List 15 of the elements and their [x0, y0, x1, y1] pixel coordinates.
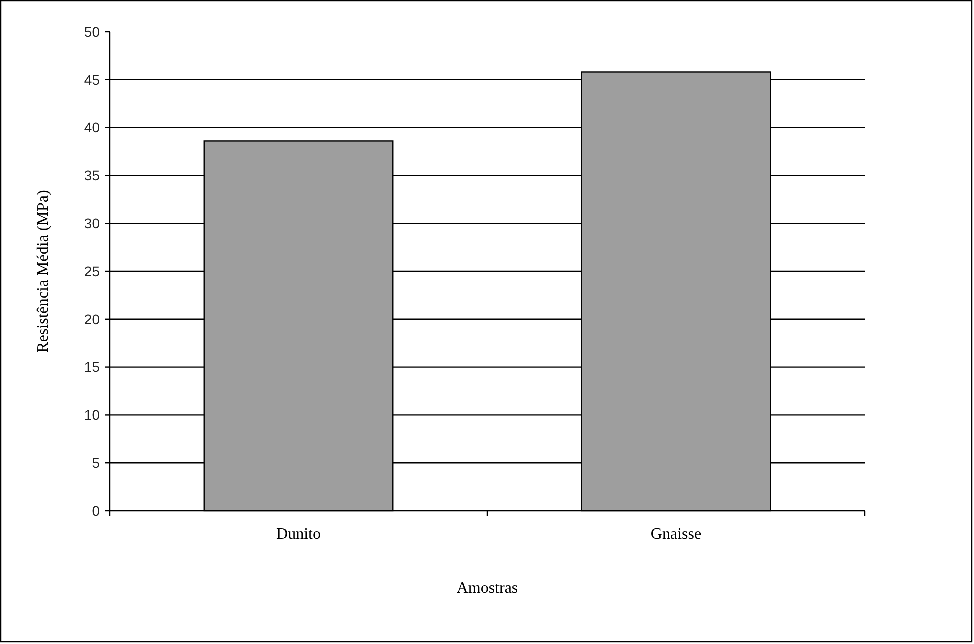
y-tick-label: 5: [92, 455, 100, 471]
y-tick-label: 30: [84, 216, 100, 232]
y-tick-label: 25: [84, 263, 100, 280]
y-tick-label: 15: [84, 359, 100, 376]
y-tick-label: 35: [84, 168, 100, 184]
y-tick-label: 40: [84, 120, 100, 136]
y-tick-label: 50: [84, 24, 100, 40]
x-tick-label: Gnaisse: [650, 526, 702, 543]
x-axis-title: Amostras: [456, 580, 518, 597]
y-tick-label: 45: [84, 72, 100, 88]
y-axis-title: Resistência Média (MPa): [35, 190, 52, 353]
y-tick-label: 20: [84, 311, 100, 328]
y-tick-label: 10: [84, 407, 100, 424]
y-tick-label: 0: [92, 502, 100, 519]
x-tick-label: Dunito: [276, 526, 321, 543]
